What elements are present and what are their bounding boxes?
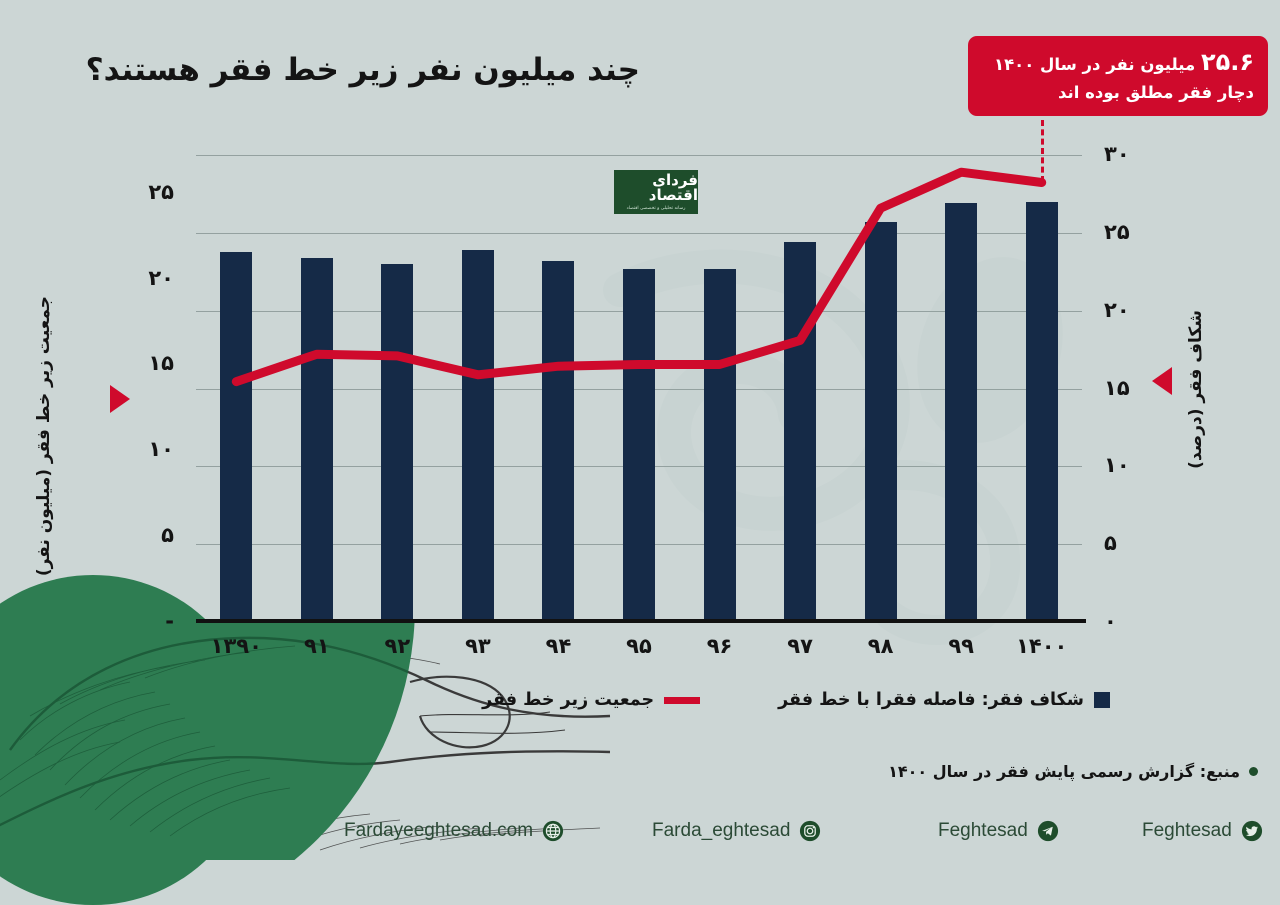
bar: [461, 249, 494, 622]
callout-value: ۲۵.۶: [1200, 48, 1254, 76]
footer-item-telegram[interactable]: Feghtesad: [938, 820, 1059, 842]
gridline: [196, 232, 1082, 234]
legend-label: شکاف فقر: فاصله فقرا با خط فقر: [778, 690, 1084, 710]
x-axis-tick-label: ۹۵: [626, 634, 652, 658]
left-axis-title: جمعیت زیر خط فقر (میلیون نفر): [34, 296, 54, 577]
right-axis-tick-label: ۱۰: [1104, 453, 1130, 478]
bar: [703, 268, 736, 622]
bar: [381, 263, 414, 622]
bullet-dot-icon: [1249, 767, 1258, 776]
bar: [542, 260, 575, 622]
footer-handle: Fardayeeghtesad.com: [344, 819, 534, 841]
legend-item-population: جمعیت زیر خط فقر: [482, 690, 701, 710]
right-axis-arrow-icon: [1152, 367, 1172, 395]
line-path: [231, 167, 1047, 387]
left-axis-tick-label: ۲۰: [148, 265, 174, 290]
brand-logo: فردای اقتصاد رسانه تحلیلی و تخصصی اقتصاد: [614, 170, 698, 214]
footer-item-instagram[interactable]: Farda_eghtesad: [652, 820, 821, 842]
footer-item-website[interactable]: Fardayeeghtesad.com: [344, 820, 564, 842]
x-axis-tick-label: ۹۱: [303, 634, 330, 658]
x-axis-tick-label: ۹۴: [545, 634, 572, 658]
callout-first-line: ۲۵.۶ میلیون نفر در سال ۱۴۰۰: [982, 45, 1254, 81]
footer-handle: Feghtesad: [938, 819, 1028, 841]
bar: [1025, 201, 1058, 622]
bar: [864, 221, 897, 622]
callout-line2: دچار فقر مطلق بوده اند: [1057, 82, 1254, 102]
line-series: [231, 167, 1047, 387]
footer-handle: Farda_eghtesad: [652, 819, 791, 841]
callout-line1: میلیون نفر در سال ۱۴۰۰: [994, 55, 1196, 74]
right-axis-tick-label: ۰: [1104, 609, 1117, 633]
bar: [784, 242, 817, 622]
callout-badge: ۲۵.۶ میلیون نفر در سال ۱۴۰۰ دچار فقر مطل…: [968, 36, 1268, 116]
bar: [220, 251, 253, 622]
right-axis-tick-label: ۳۰: [1104, 142, 1130, 166]
callout-connector-line: [1040, 120, 1044, 183]
right-axis-tick-label: ۲۰: [1104, 297, 1130, 322]
legend-line-icon: [664, 696, 701, 704]
chart-legend: شکاف فقر: فاصله فقرا با خط فقر جمعیت زیر…: [482, 690, 1110, 710]
x-axis-tick-label: ۹۲: [384, 634, 411, 658]
brand-logo-tagline: رسانه تحلیلی و تخصصی اقتصاد: [626, 206, 686, 211]
bar: [300, 257, 333, 622]
brand-logo-name: فردای اقتصاد: [648, 171, 698, 204]
instagram-icon: [800, 820, 821, 841]
x-axis-tick-label: ۹۷: [787, 634, 813, 658]
right-axis-title: شکاف فقر (درصد): [1186, 310, 1206, 469]
gridline: [196, 155, 1082, 156]
right-axis-tick-label: ۲۵: [1104, 219, 1130, 244]
chart-x-axis-line: [196, 619, 1086, 623]
left-axis-tick-label: ۲۵: [148, 179, 174, 204]
left-axis-arrow-icon: [110, 385, 130, 413]
legend-square-icon: [1094, 692, 1110, 708]
legend-item-poverty-gap: شکاف فقر: فاصله فقرا با خط فقر: [778, 690, 1110, 710]
footer-social-bar: Fardayeeghtesad.com Farda_eghtesad Feght…: [0, 808, 1280, 853]
x-axis-tick-label: ۹۶: [706, 634, 733, 658]
right-axis-tick-label: ۱۵: [1104, 375, 1130, 400]
source-note: منبع: گزارش رسمی پایش فقر در سال ۱۴۰۰: [888, 762, 1258, 781]
left-axis-tick-label: ۱۰: [148, 437, 174, 462]
twitter-icon: [1241, 820, 1262, 841]
footer-item-twitter[interactable]: Feghtesad: [1142, 820, 1263, 842]
x-axis-tick-label: ۱۴۰۰: [1016, 634, 1068, 658]
legend-label: جمعیت زیر خط فقر: [482, 690, 655, 710]
x-axis-tick-label: ۱۳۹۰: [210, 634, 262, 658]
left-axis-tick-label: -: [165, 609, 174, 633]
right-axis-tick-label: ۵: [1104, 531, 1117, 556]
source-text: منبع: گزارش رسمی پایش فقر در سال ۱۴۰۰: [888, 762, 1240, 781]
page-title: چند میلیون نفر زیر خط فقر هستند؟: [85, 52, 641, 88]
x-axis-tick-label: ۹۳: [465, 634, 491, 658]
left-axis-tick-label: ۵: [161, 523, 174, 548]
footer-handle: Feghtesad: [1142, 819, 1232, 841]
telegram-icon: [1037, 820, 1058, 841]
x-axis-tick-label: ۹۹: [948, 634, 974, 658]
globe-icon: [542, 820, 564, 841]
x-axis-tick-label: ۹۸: [867, 634, 894, 658]
chart-plot-area: [196, 155, 1082, 623]
bar: [623, 268, 655, 622]
left-axis-tick-label: ۱۵: [148, 351, 174, 376]
bar: [945, 203, 978, 622]
